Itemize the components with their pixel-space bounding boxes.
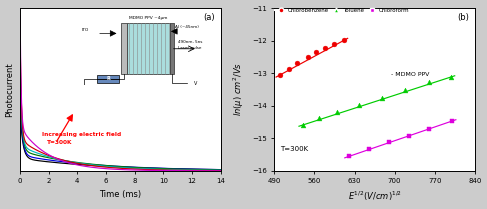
X-axis label: $E^{1/2}(V/cm)^{1/2}$: $E^{1/2}(V/cm)^{1/2}$: [348, 190, 402, 203]
Text: (a): (a): [203, 13, 214, 22]
Y-axis label: Photocurrent: Photocurrent: [5, 62, 15, 117]
Text: (b): (b): [457, 13, 469, 22]
Text: T=300K: T=300K: [47, 140, 73, 145]
Text: T=300K: T=300K: [281, 146, 308, 152]
Text: - MDMO PPV: - MDMO PPV: [391, 73, 429, 77]
Y-axis label: $ln(\mu)$ $cm^2/Vs$: $ln(\mu)$ $cm^2/Vs$: [232, 62, 246, 116]
Text: Increasing electric field: Increasing electric field: [42, 132, 122, 137]
Legend: Chlorobenzene, Toluene, Chloroform: Chlorobenzene, Toluene, Chloroform: [273, 6, 412, 15]
X-axis label: Time (ms): Time (ms): [99, 190, 141, 199]
